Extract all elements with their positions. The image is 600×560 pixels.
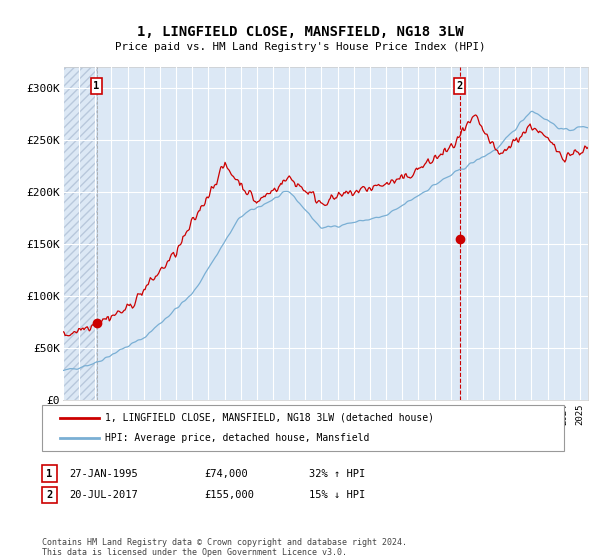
Text: £74,000: £74,000 [204, 469, 248, 479]
Text: 32% ↑ HPI: 32% ↑ HPI [309, 469, 365, 479]
Text: 15% ↓ HPI: 15% ↓ HPI [309, 490, 365, 500]
Text: 1: 1 [94, 81, 100, 91]
Text: HPI: Average price, detached house, Mansfield: HPI: Average price, detached house, Mans… [105, 433, 370, 443]
Text: 27-JAN-1995: 27-JAN-1995 [69, 469, 138, 479]
Text: Contains HM Land Registry data © Crown copyright and database right 2024.
This d: Contains HM Land Registry data © Crown c… [42, 538, 407, 557]
Text: 20-JUL-2017: 20-JUL-2017 [69, 490, 138, 500]
Text: £155,000: £155,000 [204, 490, 254, 500]
Text: 2: 2 [457, 81, 463, 91]
Text: 1, LINGFIELD CLOSE, MANSFIELD, NG18 3LW (detached house): 1, LINGFIELD CLOSE, MANSFIELD, NG18 3LW … [105, 413, 434, 423]
Text: Price paid vs. HM Land Registry's House Price Index (HPI): Price paid vs. HM Land Registry's House … [115, 42, 485, 52]
Text: 1: 1 [46, 469, 53, 479]
Text: 1, LINGFIELD CLOSE, MANSFIELD, NG18 3LW: 1, LINGFIELD CLOSE, MANSFIELD, NG18 3LW [137, 25, 463, 39]
Text: 2: 2 [46, 490, 53, 500]
